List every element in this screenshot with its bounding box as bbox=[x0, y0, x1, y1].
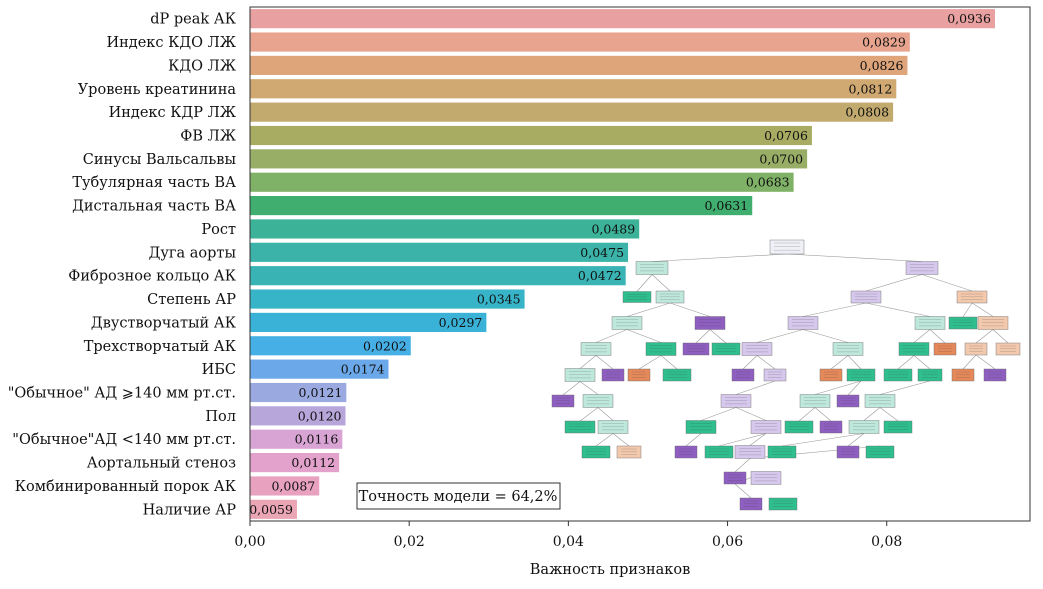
tree-node bbox=[751, 421, 781, 434]
category-label: Двустворчатый АК bbox=[91, 315, 237, 331]
tree-node bbox=[581, 343, 611, 356]
value-label: 0,0829 bbox=[862, 35, 906, 50]
value-label: 0,0120 bbox=[298, 408, 342, 423]
tree-node bbox=[636, 262, 668, 275]
value-label: 0,0489 bbox=[591, 221, 635, 236]
category-label: Индекс КДО ЛЖ bbox=[106, 35, 236, 51]
tree-node bbox=[735, 446, 765, 459]
category-label: Аортальный стеноз bbox=[87, 456, 236, 472]
value-label: 0,0297 bbox=[439, 315, 483, 330]
category-label: Фиброзное кольцо АК bbox=[68, 269, 236, 285]
category-label: КДО ЛЖ bbox=[168, 58, 237, 74]
value-label: 0,0631 bbox=[704, 198, 748, 213]
accuracy-annotation: Точность модели = 64,2% bbox=[357, 483, 560, 509]
bar bbox=[250, 196, 752, 215]
tree-node bbox=[915, 317, 945, 330]
accuracy-text: Точность модели = 64,2% bbox=[359, 489, 558, 505]
value-label: 0,0706 bbox=[764, 128, 808, 143]
value-label: 0,0202 bbox=[363, 338, 407, 353]
tree-node bbox=[865, 395, 895, 408]
category-label: ФВ ЛЖ bbox=[180, 129, 236, 145]
category-label: Тубулярная часть ВА bbox=[72, 175, 236, 191]
bar bbox=[250, 126, 812, 145]
tree-node bbox=[906, 262, 938, 275]
category-label: ИБС bbox=[202, 362, 236, 378]
value-label: 0,0700 bbox=[759, 151, 803, 166]
category-label: Дуга аорты bbox=[149, 245, 237, 261]
category-label: "Обычное"АД <140 мм рт.ст. bbox=[12, 432, 236, 448]
tree-node bbox=[598, 421, 628, 434]
bar bbox=[250, 149, 807, 168]
tree-node bbox=[721, 395, 751, 408]
value-label: 0,0121 bbox=[299, 385, 343, 400]
tree-node bbox=[770, 240, 804, 254]
tree-node bbox=[646, 343, 676, 356]
tree-node bbox=[833, 343, 863, 356]
category-label: Пол bbox=[205, 409, 236, 425]
tree-node bbox=[565, 369, 595, 382]
tree-node bbox=[978, 317, 1008, 330]
category-label: Дистальная часть ВА bbox=[72, 199, 236, 215]
tree-node bbox=[695, 317, 725, 330]
category-label: Синусы Вальсальвы bbox=[83, 152, 237, 168]
bar bbox=[250, 103, 893, 122]
value-label: 0,0812 bbox=[849, 81, 893, 96]
value-label: 0,0116 bbox=[295, 432, 339, 447]
value-label: 0,0174 bbox=[341, 362, 385, 377]
tree-node bbox=[751, 472, 781, 485]
x-tick-label: 0,06 bbox=[712, 534, 743, 550]
x-axis-title: Важность признаков bbox=[530, 562, 690, 578]
x-tick-label: 0,08 bbox=[871, 534, 902, 550]
value-label: 0,0059 bbox=[249, 502, 293, 517]
bar bbox=[250, 79, 896, 98]
value-label: 0,0936 bbox=[947, 11, 991, 26]
category-label: "Обычное" АД ⩾140 мм рт.ст. bbox=[8, 386, 236, 402]
category-label: Рост bbox=[201, 222, 236, 238]
value-label: 0,0808 bbox=[845, 105, 889, 120]
bar bbox=[250, 9, 995, 28]
category-label: Наличие АР bbox=[143, 502, 237, 518]
tree-node bbox=[742, 343, 772, 356]
category-label: Степень АР bbox=[147, 292, 236, 308]
value-label: 0,0087 bbox=[271, 478, 315, 493]
bar bbox=[250, 56, 907, 75]
tree-node bbox=[849, 421, 879, 434]
bar bbox=[250, 219, 639, 238]
bar bbox=[250, 266, 626, 285]
value-label: 0,0112 bbox=[291, 455, 335, 470]
x-tick-label: 0,02 bbox=[394, 534, 425, 550]
feature-importance-chart: dP peak АК Индекс КДО ЛЖ КДО ЛЖ Уровень кре… bbox=[0, 0, 1043, 589]
tree-node bbox=[899, 343, 929, 356]
category-label: Индекс КДР ЛЖ bbox=[109, 105, 237, 121]
category-label: Уровень креатинина bbox=[78, 82, 237, 98]
value-label: 0,0345 bbox=[477, 292, 521, 307]
value-label: 0,0475 bbox=[580, 245, 624, 260]
value-label: 0,0826 bbox=[860, 58, 904, 73]
x-tick-label: 0,00 bbox=[234, 534, 265, 550]
category-label: Трехстворчатый АК bbox=[84, 339, 237, 355]
tree-node bbox=[788, 317, 818, 330]
tree-node bbox=[800, 395, 830, 408]
bar bbox=[250, 32, 910, 51]
category-label: dP peak АК bbox=[150, 12, 237, 28]
value-label: 0,0683 bbox=[746, 175, 790, 190]
bar bbox=[250, 173, 794, 192]
category-label: Комбинированный порок АК bbox=[15, 479, 237, 495]
tree-node bbox=[612, 317, 642, 330]
bar bbox=[250, 243, 628, 262]
tree-node bbox=[583, 395, 613, 408]
tree-node bbox=[686, 421, 716, 434]
x-tick-label: 0,04 bbox=[553, 534, 584, 550]
value-label: 0,0472 bbox=[578, 268, 622, 283]
